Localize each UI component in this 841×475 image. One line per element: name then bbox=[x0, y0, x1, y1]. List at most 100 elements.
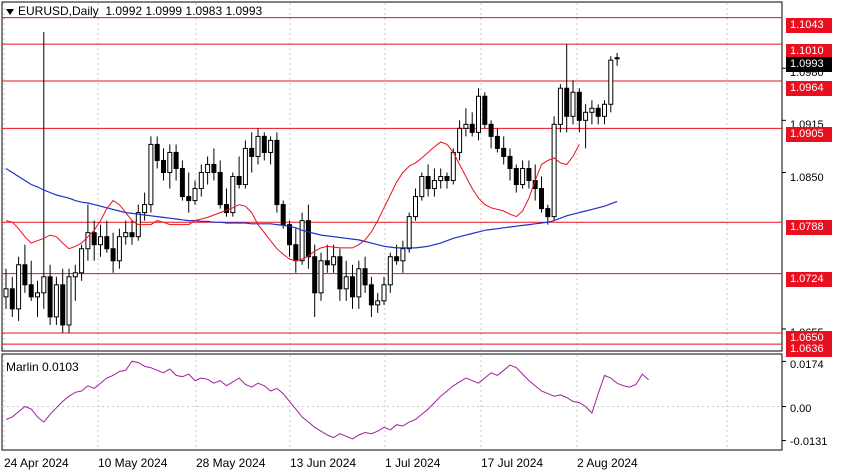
candle-body bbox=[362, 268, 368, 286]
candle-body bbox=[173, 151, 179, 169]
candle-body bbox=[85, 232, 91, 250]
candle-body bbox=[104, 236, 110, 250]
candle-body bbox=[608, 59, 614, 105]
candle-body bbox=[331, 256, 337, 266]
level-tag: 1.0788 bbox=[786, 220, 832, 235]
chart-header: EURUSD,Daily 1.0992 1.0999 1.0983 1.0993 bbox=[6, 4, 262, 18]
level-tag: 1.0964 bbox=[786, 81, 832, 96]
ohlc-label: 1.0992 1.0999 1.0983 1.0993 bbox=[105, 4, 263, 18]
candle-body bbox=[211, 163, 217, 173]
candle-body bbox=[375, 300, 381, 306]
candle-body bbox=[116, 236, 122, 262]
candle-body bbox=[217, 171, 223, 206]
bollinger-line bbox=[5, 141, 580, 262]
candle-body bbox=[394, 256, 400, 262]
candle-body bbox=[198, 171, 204, 190]
candle-body bbox=[614, 57, 620, 60]
price-axis-label: 1.0850 bbox=[790, 172, 824, 184]
symbol-label: EURUSD,Daily bbox=[18, 4, 99, 18]
candle-body bbox=[419, 176, 425, 198]
dropdown-arrow-icon[interactable] bbox=[6, 8, 14, 15]
date-axis-label: 1 Jul 2024 bbox=[385, 456, 441, 470]
indicator-axis-label: 0.00 bbox=[790, 403, 812, 415]
candle-body bbox=[249, 147, 255, 157]
candle-body bbox=[154, 143, 160, 161]
candle-body bbox=[444, 176, 450, 182]
candle-body bbox=[28, 284, 34, 298]
date-axis-label: 2 Aug 2024 bbox=[577, 456, 638, 470]
candle-body bbox=[274, 139, 280, 206]
candle-body bbox=[179, 167, 185, 198]
date-axis-label: 28 May 2024 bbox=[196, 456, 266, 470]
marlin-line bbox=[5, 360, 649, 440]
candle-body bbox=[583, 111, 589, 121]
candle-body bbox=[148, 143, 154, 206]
candle-body bbox=[387, 256, 393, 286]
candle-body bbox=[242, 147, 248, 186]
candle-body bbox=[123, 232, 129, 238]
candle-body bbox=[261, 135, 267, 153]
indicator-label: Marlin 0.0103 bbox=[6, 360, 79, 374]
candle-body bbox=[488, 123, 494, 137]
candle-body bbox=[520, 167, 526, 186]
candle-body bbox=[192, 188, 198, 202]
candle-body bbox=[337, 256, 343, 290]
candle-body bbox=[299, 220, 305, 262]
candle-body bbox=[526, 167, 532, 182]
level-tag: 1.1043 bbox=[786, 18, 832, 33]
candle-body bbox=[53, 284, 59, 318]
current-price-tag: 1.0993 bbox=[786, 57, 832, 72]
candle-body bbox=[293, 244, 299, 262]
price-pane bbox=[1, 1, 783, 352]
candle-body bbox=[564, 87, 570, 117]
axis-ticks bbox=[782, 67, 786, 441]
candle-body bbox=[425, 176, 431, 190]
candle-body bbox=[545, 208, 551, 218]
candle-body bbox=[268, 139, 274, 153]
candle-body bbox=[318, 260, 324, 294]
candle-body bbox=[287, 224, 292, 246]
candle-body bbox=[413, 196, 418, 218]
candle-body bbox=[142, 204, 148, 214]
candle-body bbox=[400, 248, 406, 262]
candle-body bbox=[47, 276, 53, 318]
candle-body bbox=[557, 87, 563, 125]
candles bbox=[3, 32, 620, 333]
candle-body bbox=[513, 167, 519, 186]
candle-body bbox=[161, 159, 166, 173]
candle-body bbox=[91, 232, 97, 246]
candle-body bbox=[469, 123, 475, 133]
candle-body bbox=[438, 176, 444, 182]
candle-body bbox=[305, 220, 311, 258]
candle-body bbox=[494, 135, 500, 149]
candle-body bbox=[595, 107, 601, 117]
candle-body bbox=[431, 180, 437, 190]
candle-body bbox=[356, 268, 362, 298]
candle-body bbox=[22, 264, 28, 286]
indicator-axis-label: -0.0131 bbox=[790, 436, 828, 448]
candle-body bbox=[501, 147, 507, 157]
candle-body bbox=[539, 188, 544, 210]
level-tag: 1.0905 bbox=[786, 127, 832, 142]
indicator-pane bbox=[1, 353, 783, 451]
candle-body bbox=[450, 151, 456, 182]
candle-body bbox=[406, 216, 412, 250]
candle-body bbox=[589, 107, 595, 113]
level-tag: 1.0636 bbox=[786, 342, 832, 357]
candle-body bbox=[186, 196, 192, 202]
candle-body bbox=[72, 272, 78, 278]
candle-body bbox=[9, 288, 15, 310]
candle-body bbox=[230, 176, 236, 214]
candle-body bbox=[60, 284, 66, 326]
candle-body bbox=[16, 264, 22, 310]
candle-body bbox=[167, 151, 173, 173]
candle-body bbox=[66, 276, 72, 326]
horizontal-levels bbox=[2, 17, 782, 345]
candle-body bbox=[457, 127, 463, 153]
candle-body bbox=[482, 95, 488, 125]
candle-body bbox=[476, 95, 481, 133]
candle-body bbox=[576, 91, 582, 121]
candle-body bbox=[110, 248, 116, 262]
candle-body bbox=[368, 284, 374, 306]
